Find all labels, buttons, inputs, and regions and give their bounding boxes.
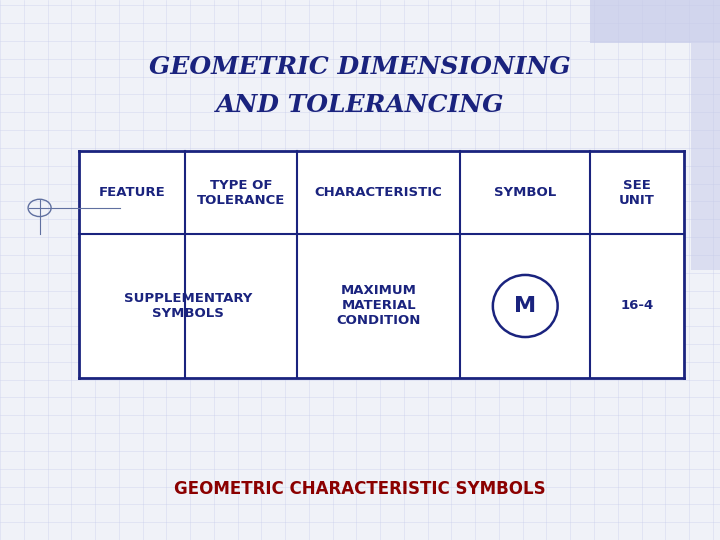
Bar: [79, 151, 684, 378]
Text: 16-4: 16-4: [621, 300, 654, 313]
Text: SYMBOL: SYMBOL: [494, 186, 557, 199]
Text: M: M: [514, 296, 536, 316]
Text: AND TOLERANCING: AND TOLERANCING: [216, 93, 504, 117]
FancyBboxPatch shape: [691, 43, 720, 270]
Text: SUPPLEMENTARY
SYMBOLS: SUPPLEMENTARY SYMBOLS: [124, 292, 252, 320]
Text: TYPE OF
TOLERANCE: TYPE OF TOLERANCE: [197, 179, 285, 207]
Text: CHARACTERISTIC: CHARACTERISTIC: [315, 186, 443, 199]
FancyBboxPatch shape: [590, 0, 720, 43]
Text: GEOMETRIC DIMENSIONING: GEOMETRIC DIMENSIONING: [149, 56, 571, 79]
Text: SEE
UNIT: SEE UNIT: [619, 179, 655, 207]
Text: GEOMETRIC CHARACTERISTIC SYMBOLS: GEOMETRIC CHARACTERISTIC SYMBOLS: [174, 480, 546, 498]
Text: MAXIMUM
MATERIAL
CONDITION: MAXIMUM MATERIAL CONDITION: [336, 285, 420, 327]
Text: FEATURE: FEATURE: [99, 186, 166, 199]
